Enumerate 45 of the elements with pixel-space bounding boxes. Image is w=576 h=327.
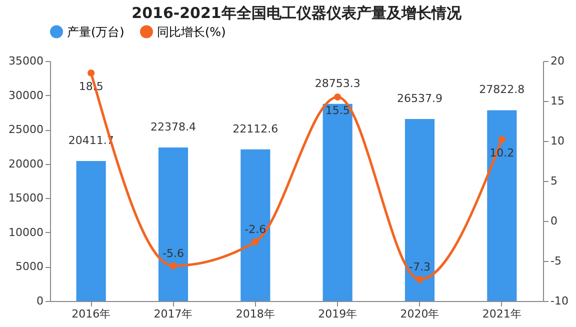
data-label: -5.6 [162, 246, 184, 260]
y-tick-label: 25000 [8, 123, 44, 136]
chart-title: 2016-2021年全国电工仪器仪表产量及增长情况 [132, 4, 462, 22]
bar [76, 161, 106, 301]
x-tick-label: 2020年 [400, 308, 440, 320]
data-label: 22378.4 [150, 120, 196, 134]
data-label: 22112.6 [232, 122, 278, 136]
y2-tick-label: 5 [550, 174, 558, 188]
y2-tick-label: -5 [550, 254, 562, 268]
y-tick-label: 10000 [8, 226, 44, 239]
y-tick-label: 0 [36, 294, 44, 308]
y-tick-label: 35000 [8, 54, 44, 68]
x-tick-label: 2019年 [318, 308, 358, 320]
y2-tick-label: 20 [550, 54, 564, 68]
bar [322, 104, 352, 301]
bar [240, 149, 270, 301]
point [252, 238, 259, 246]
y-tick-label: 30000 [8, 88, 44, 102]
y2-tick-label: 0 [550, 214, 558, 228]
x-tick-label: 2016年 [72, 308, 111, 320]
x-tick-label: 2018年 [236, 308, 275, 320]
data-label: 28753.3 [314, 76, 360, 90]
data-label: 26537.9 [397, 92, 442, 106]
data-label: 15.5 [325, 104, 350, 117]
data-label: -2.6 [244, 222, 266, 236]
y-tick-label: 5000 [16, 260, 44, 274]
x-tick-label: 2021年 [482, 308, 522, 320]
point [416, 276, 424, 283]
y2-tick-label: 15 [550, 94, 564, 108]
legend-label: 产量(万台) [67, 24, 124, 39]
y2-tick-label: 10 [550, 134, 564, 148]
point [170, 262, 177, 270]
data-label: -7.3 [409, 260, 430, 274]
point [498, 136, 506, 143]
data-label: 27822.8 [479, 83, 525, 96]
legend-label: 同比增长(%) [157, 24, 226, 39]
bar [404, 119, 435, 301]
x-tick-label: 2017年 [154, 308, 193, 320]
bar [487, 110, 517, 301]
bar [158, 148, 188, 301]
point [334, 93, 342, 101]
y-tick-label: 20000 [8, 157, 44, 170]
point [88, 69, 95, 77]
y2-tick-label: -10 [550, 294, 568, 308]
y-tick-label: 15000 [8, 192, 44, 205]
